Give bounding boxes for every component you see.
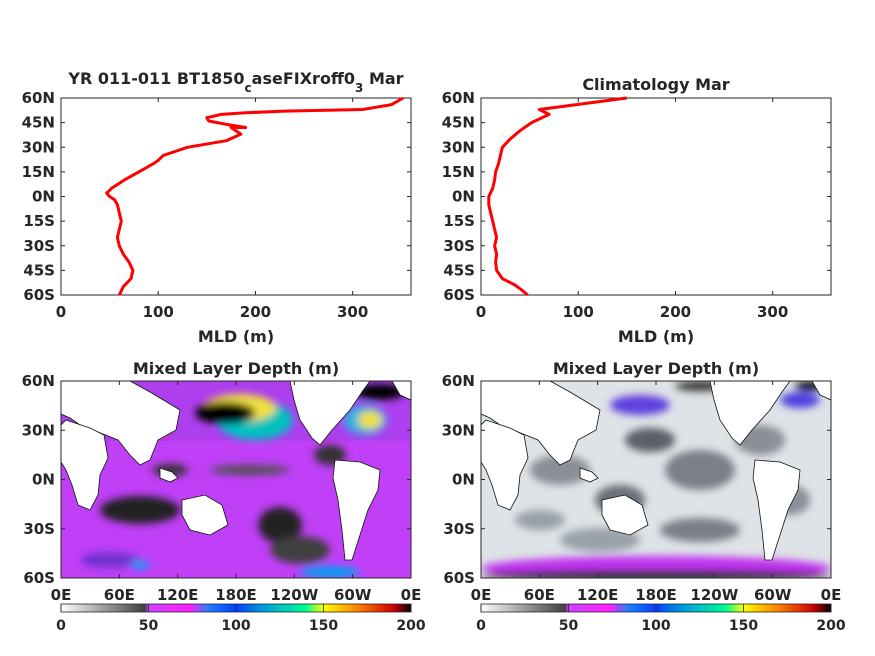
x-tick-label: 120W	[270, 586, 318, 604]
x-tick-label: 300	[337, 303, 368, 321]
chart-title: Mixed Layer Depth (m)	[553, 359, 759, 378]
y-tick-label: 45S	[443, 261, 475, 279]
x-axis-label: MLD (m)	[198, 327, 274, 346]
y-tick-label: 30N	[442, 421, 475, 439]
colorbar-tick-label: 0	[56, 618, 66, 634]
x-tick-label: 100	[143, 303, 174, 321]
x-tick-label: 0E	[821, 586, 842, 604]
y-tick-label: 30N	[22, 421, 55, 439]
mld-map	[481, 381, 831, 578]
y-tick-label: 60S	[23, 286, 55, 304]
colorbar-tick-label: 200	[816, 618, 845, 634]
map-panel-run: Mixed Layer Depth (m)	[22, 359, 426, 634]
x-tick-label: 180E	[215, 586, 257, 604]
x-tick-label: 0E	[471, 586, 492, 604]
y-tick-label: 45N	[22, 114, 55, 132]
y-tick-label: 60S	[23, 569, 55, 587]
mld-line	[487, 96, 627, 297]
x-tick-label: 60W	[754, 586, 792, 604]
x-tick-label: 100	[563, 303, 594, 321]
colorbar-tick-label: 150	[729, 618, 758, 634]
x-tick-label: 60W	[334, 586, 372, 604]
colorbar-tick-label: 150	[309, 618, 338, 634]
y-tick-label: 30S	[443, 237, 475, 255]
y-tick-label: 30N	[22, 138, 55, 156]
plot-frame	[480, 97, 832, 296]
x-tick-label: 200	[660, 303, 691, 321]
colorbar-tick-label: 200	[396, 618, 425, 634]
y-tick-label: 60S	[443, 286, 475, 304]
chart-title: YR 011-011 BT1850caseFIXroff03 Mar	[67, 69, 403, 95]
y-tick-label: 0N	[452, 471, 475, 489]
mld-line	[105, 96, 404, 296]
y-tick-label: 30S	[443, 520, 475, 538]
chart-title: Climatology Mar	[582, 75, 729, 94]
x-tick-label: 120W	[690, 586, 738, 604]
y-tick-label: 15S	[443, 212, 475, 230]
colorbar-tick-label: 0	[476, 618, 486, 634]
x-tick-label: 60E	[104, 586, 135, 604]
y-tick-label: 30N	[442, 138, 475, 156]
x-tick-label: 120E	[157, 586, 199, 604]
x-tick-label: 0	[56, 303, 66, 321]
y-tick-label: 60N	[442, 89, 475, 107]
y-tick-label: 15N	[22, 163, 55, 181]
y-tick-label: 45S	[23, 261, 55, 279]
colorbar-tick-label: 100	[641, 618, 670, 634]
x-tick-label: 300	[757, 303, 788, 321]
profile-panel-climatology: Climatology Mar 0 100 200 300 60N 45N 30N 15N 0…	[442, 75, 832, 346]
y-tick-label: 0N	[32, 471, 55, 489]
map-panel-climatology: Mixed Layer Depth (m)	[442, 359, 846, 634]
y-tick-label: 0N	[32, 188, 55, 206]
y-tick-label: 60S	[443, 569, 475, 587]
y-tick-label: 60N	[22, 372, 55, 390]
x-tick-label: 0E	[51, 586, 72, 604]
y-tick-label: 30S	[23, 520, 55, 538]
colorbar-tick-label: 50	[139, 618, 159, 634]
colorbar-tick-label: 50	[559, 618, 579, 634]
y-tick-label: 45N	[442, 114, 475, 132]
mld-map	[61, 381, 411, 578]
y-tick-label: 15N	[442, 163, 475, 181]
x-tick-label: 200	[240, 303, 271, 321]
x-tick-label: 180E	[635, 586, 677, 604]
y-tick-label: 15S	[23, 212, 55, 230]
profile-panel-run: YR 011-011 BT1850caseFIXroff03 Mar 0 100 2…	[22, 69, 412, 346]
colorbar-tick-label: 100	[221, 618, 250, 634]
x-tick-label: 120E	[577, 586, 619, 604]
x-tick-label: 0	[476, 303, 486, 321]
y-tick-label: 0N	[452, 188, 475, 206]
x-tick-label: 0E	[401, 586, 422, 604]
y-tick-label: 60N	[22, 89, 55, 107]
x-axis-label: MLD (m)	[618, 327, 694, 346]
chart-title: Mixed Layer Depth (m)	[133, 359, 339, 378]
y-tick-label: 60N	[442, 372, 475, 390]
y-tick-label: 30S	[23, 237, 55, 255]
x-tick-label: 60E	[524, 586, 555, 604]
